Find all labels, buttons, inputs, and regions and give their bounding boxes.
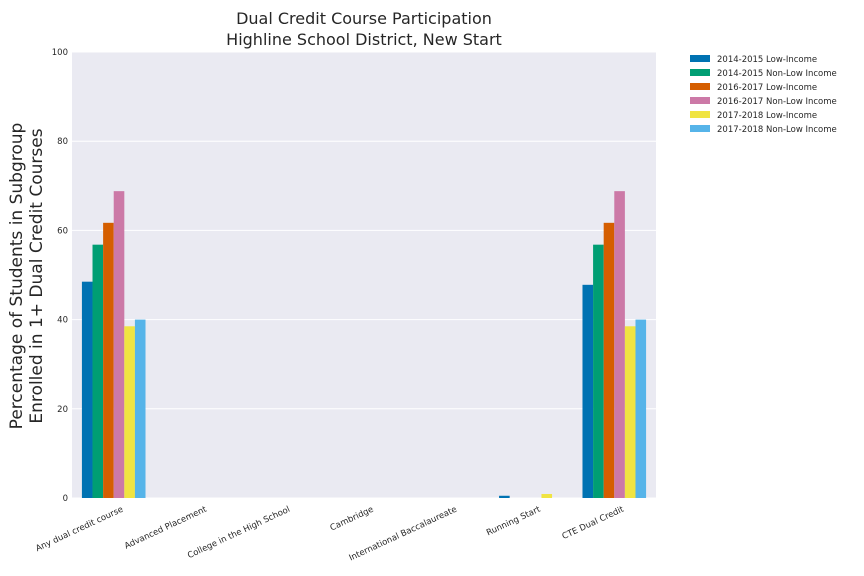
legend-label: 2016-2017 Non-Low Income — [717, 97, 837, 107]
chart-title-line-1: Dual Credit Course Participation — [236, 9, 492, 28]
bar — [81, 281, 93, 498]
legend-label: 2017-2018 Non-Low Income — [717, 125, 837, 135]
legend-swatch — [690, 125, 710, 132]
legend-label: 2014-2015 Non-Low Income — [717, 69, 837, 79]
legend-swatch — [690, 111, 710, 118]
legend-label: 2016-2017 Low-Income — [717, 83, 817, 93]
legend: 2014-2015 Low-Income 2014-2015 Non-Low In… — [690, 55, 837, 135]
y-axis-label-line-2: Enrolled in 1+ Dual Credit Courses — [27, 128, 47, 423]
plot-area — [72, 52, 656, 498]
bar — [614, 191, 625, 499]
legend-swatch — [690, 55, 710, 62]
y-tick-label: 80 — [57, 137, 68, 147]
bar — [582, 284, 594, 498]
legend-label: 2014-2015 Low-Income — [717, 55, 817, 65]
x-tick-label: Running Start — [485, 504, 543, 538]
legend-swatch — [690, 97, 710, 104]
bar — [113, 191, 125, 499]
x-tick-label: Advanced Placement — [123, 504, 209, 551]
bar — [635, 319, 647, 498]
bar — [593, 244, 604, 498]
y-axis-label-line-1: Percentage of Students in Subgroup — [7, 123, 27, 430]
y-tick-label: 100 — [52, 48, 68, 58]
x-tick-label: Any dual credit course — [34, 505, 125, 554]
x-tick-label: Cambridge — [329, 505, 376, 534]
y-axis-label: Percentage of Students in Subgroup Enrol… — [7, 123, 47, 430]
bar — [103, 222, 114, 498]
y-tick-label: 40 — [57, 316, 68, 326]
bar — [541, 493, 553, 498]
chart-title: Dual Credit Course Participation Highlin… — [226, 9, 502, 49]
y-tick-label: 20 — [57, 405, 68, 415]
gridlines — [72, 51, 656, 499]
bar — [92, 244, 104, 498]
bar — [624, 326, 636, 498]
bar — [124, 326, 135, 498]
y-tick-label: 60 — [57, 226, 68, 236]
legend-label: 2017-2018 Low-Income — [717, 111, 817, 121]
bar — [603, 222, 615, 498]
bars — [81, 191, 647, 499]
chart-title-line-2: Highline School District, New Start — [226, 30, 502, 49]
x-tick-label: CTE Dual Credit — [561, 504, 627, 542]
y-tick-label: 0 — [63, 494, 68, 504]
bar — [134, 319, 146, 498]
legend-swatch — [690, 69, 710, 76]
legend-swatch — [690, 83, 710, 90]
bar — [499, 495, 510, 498]
y-tick-labels: 0 20 40 60 80 100 — [52, 48, 68, 504]
